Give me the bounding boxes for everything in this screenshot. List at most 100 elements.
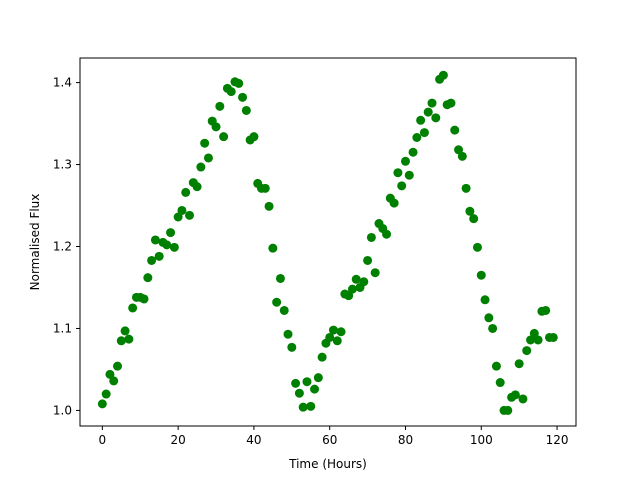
data-point (476, 270, 486, 280)
data-point (101, 389, 111, 399)
data-point (472, 242, 482, 252)
data-point (97, 399, 107, 409)
data-point (363, 255, 373, 265)
data-point (268, 243, 278, 253)
data-point (514, 359, 524, 369)
data-point (298, 402, 308, 412)
data-point (457, 151, 467, 161)
data-point (325, 332, 335, 342)
data-point (291, 378, 301, 388)
data-point (526, 335, 536, 345)
y-tick-label: 1.1 (53, 321, 72, 335)
data-point (177, 205, 187, 215)
data-point (431, 113, 441, 123)
x-tick-label: 40 (246, 433, 261, 447)
x-tick-label: 100 (470, 433, 493, 447)
data-point (302, 377, 312, 387)
data-point (450, 125, 460, 135)
data-point (484, 313, 494, 323)
data-point (518, 394, 528, 404)
data-point (150, 235, 160, 245)
data-point (120, 326, 130, 336)
data-point (480, 295, 490, 305)
data-point (438, 70, 448, 80)
data-point (275, 273, 285, 283)
data-point (427, 98, 437, 108)
y-axis-label: Normalised Flux (28, 194, 42, 291)
x-axis-ticks: 0 20 40 60 80 100 120 (99, 426, 569, 447)
data-point (488, 323, 498, 333)
data-point (328, 325, 338, 335)
data-point (416, 115, 426, 125)
data-point (461, 183, 471, 193)
data-point (260, 183, 270, 193)
data-point (344, 291, 354, 301)
data-point (272, 297, 282, 307)
data-point (226, 87, 236, 97)
y-tick-label: 1.2 (53, 240, 72, 254)
data-point (241, 105, 251, 115)
data-point (412, 133, 422, 142)
data-point (238, 92, 248, 102)
data-point (313, 373, 323, 383)
data-point (196, 162, 206, 172)
data-point (128, 303, 138, 313)
data-point (234, 78, 244, 88)
data-point (166, 228, 176, 238)
x-tick-label: 0 (99, 433, 107, 447)
data-point (283, 329, 293, 339)
data-point (423, 107, 433, 117)
data-point (169, 242, 179, 252)
data-point (491, 361, 501, 371)
data-point (279, 305, 289, 315)
data-point (533, 335, 543, 345)
data-point (529, 328, 539, 338)
data-point (397, 181, 407, 191)
data-point (147, 255, 157, 265)
data-point (185, 210, 195, 220)
data-point (336, 327, 346, 337)
data-point (408, 147, 418, 157)
data-points (97, 70, 558, 415)
data-point (124, 334, 134, 344)
x-tick-label: 120 (546, 433, 569, 447)
data-point (389, 198, 399, 208)
data-point (370, 268, 380, 278)
data-point (419, 128, 429, 138)
data-point (264, 201, 274, 211)
data-point (203, 153, 213, 163)
data-point (446, 98, 456, 108)
y-axis-ticks: 1.0 1.1 1.2 1.3 1.4 (53, 76, 80, 417)
data-point (332, 336, 342, 346)
data-point (173, 212, 183, 222)
data-point (200, 138, 210, 148)
data-point (541, 305, 551, 315)
data-point (454, 145, 464, 155)
data-point (306, 401, 316, 411)
data-point (192, 182, 202, 192)
data-point (113, 361, 123, 371)
data-point (469, 214, 479, 224)
data-point (139, 294, 149, 304)
data-point (510, 390, 520, 400)
x-axis-label: Time (Hours) (288, 457, 367, 471)
data-point (154, 251, 164, 261)
data-point (522, 346, 532, 356)
data-point (181, 187, 191, 197)
y-tick-label: 1.4 (53, 76, 72, 90)
data-point (366, 232, 376, 242)
data-point (109, 376, 119, 386)
x-tick-label: 20 (170, 433, 185, 447)
data-point (249, 132, 259, 142)
data-point (351, 274, 361, 284)
data-point (105, 369, 115, 379)
y-tick-label: 1.3 (53, 158, 72, 172)
data-point (382, 229, 392, 239)
data-point (495, 378, 505, 388)
data-point (465, 206, 475, 216)
plot-frame (79, 57, 577, 427)
data-point (393, 168, 403, 178)
data-point (400, 156, 410, 166)
data-point (404, 170, 414, 180)
